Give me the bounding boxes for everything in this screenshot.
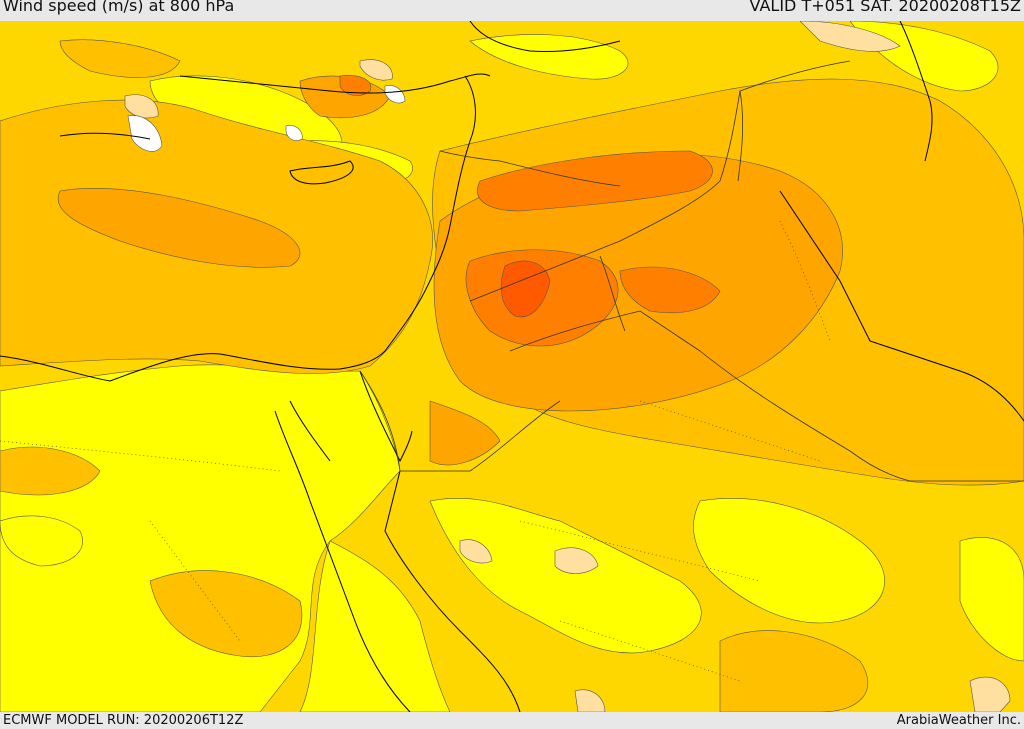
footer-bar: ECMWF MODEL RUN: 20200206T12Z ArabiaWeat… [0,712,1024,729]
political-borders [359,60,1024,482]
valid-time: VALID T+051 SAT. 20200208T15Z [749,0,1021,15]
wind-band-white [127,85,406,152]
map-panel[interactable] [0,21,1024,712]
coastlines [0,21,1024,712]
wind-band-peach [124,21,1011,712]
model-run: ECMWF MODEL RUN: 20200206T12Z [3,713,244,728]
credit-text: ArabiaWeather Inc. [896,713,1021,728]
wind-speed-map[interactable] [0,21,1024,712]
header-bar: Wind speed (m/s) at 800 hPa VALID T+051 … [0,0,1024,21]
admin-boundaries [0,220,831,682]
map-title: Wind speed (m/s) at 800 hPa [3,0,235,15]
wind-band-max [500,260,551,318]
